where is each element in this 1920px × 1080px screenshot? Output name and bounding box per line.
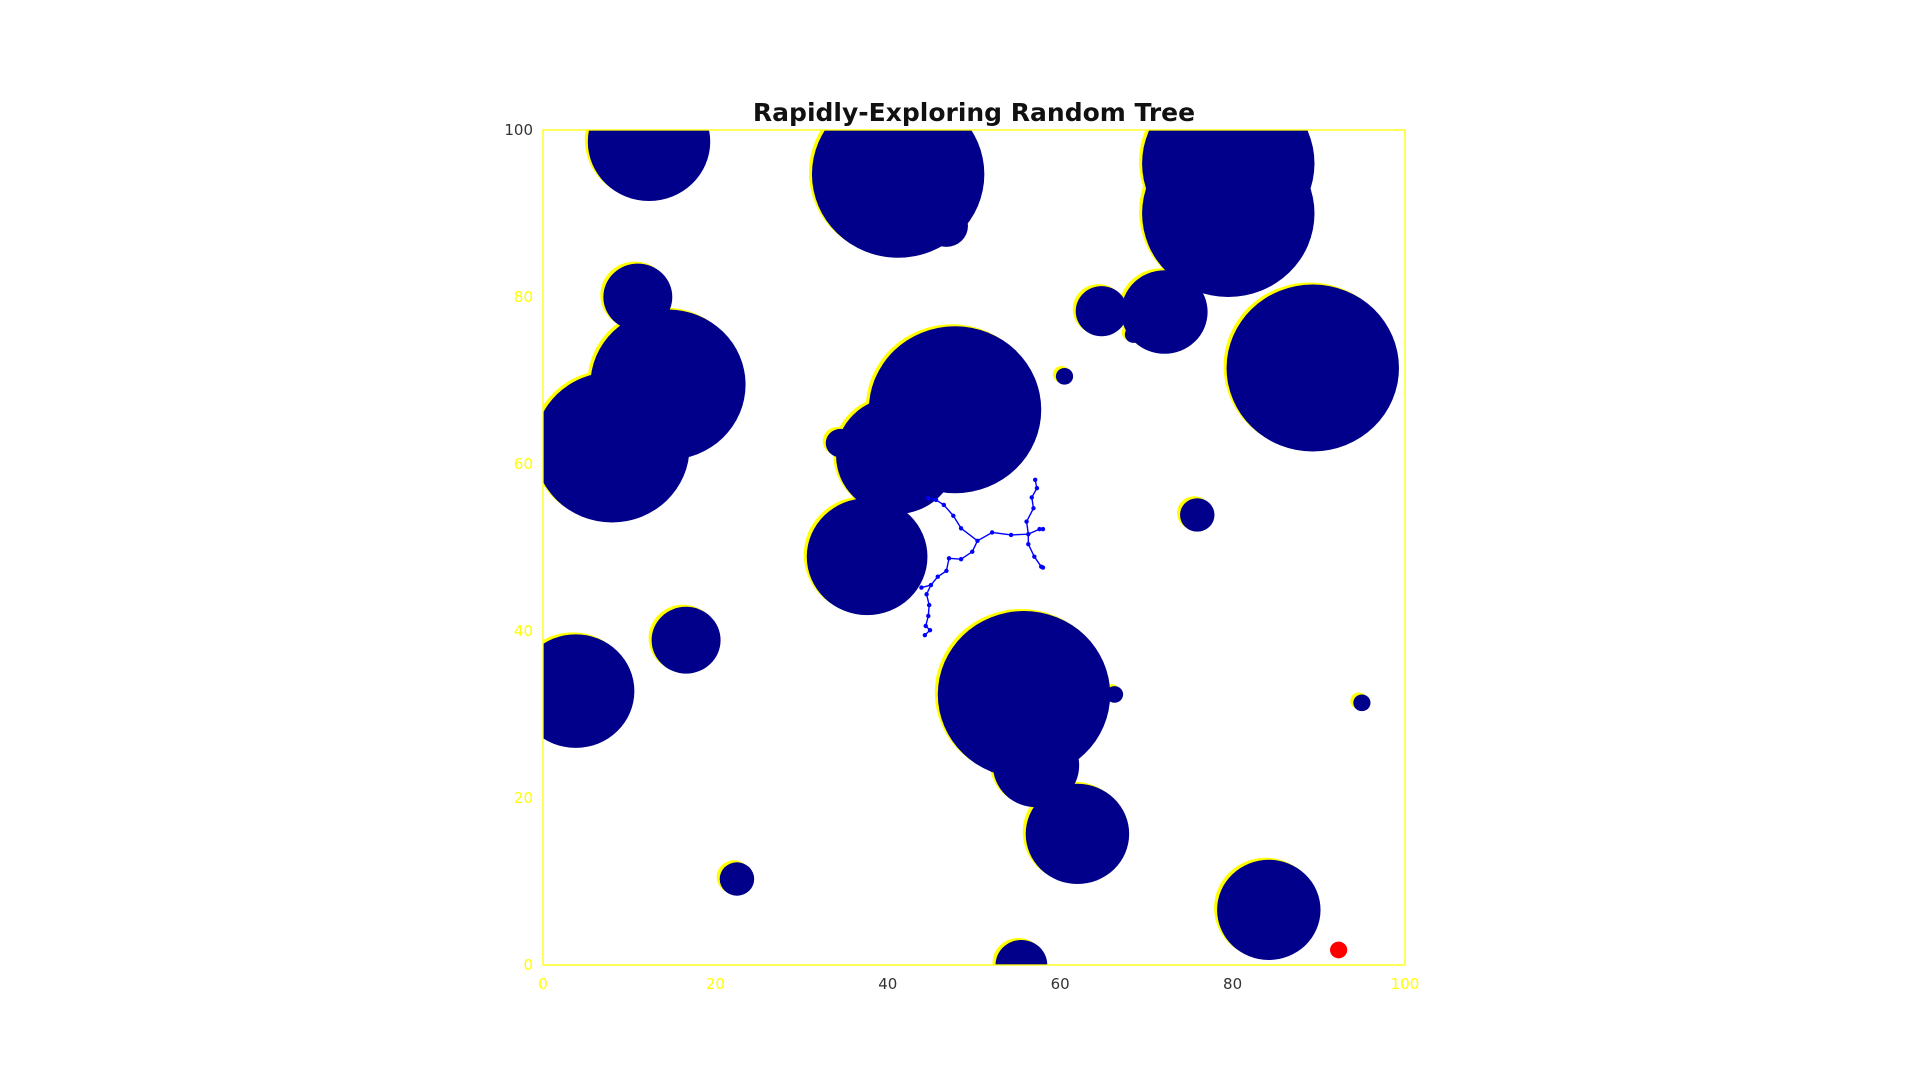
obstacle bbox=[992, 723, 1080, 808]
tree-node bbox=[970, 549, 975, 554]
tree-node bbox=[926, 602, 932, 608]
tree-edge bbox=[952, 515, 962, 529]
tree-node bbox=[927, 627, 933, 633]
x-tick-label: 80 bbox=[1223, 975, 1242, 993]
obstacle bbox=[806, 498, 928, 616]
tree-node bbox=[1037, 526, 1042, 532]
obstacle bbox=[1353, 694, 1371, 712]
tree-edge bbox=[1027, 543, 1035, 557]
tree-node bbox=[944, 568, 949, 574]
tree-node bbox=[958, 526, 964, 531]
tree-node bbox=[975, 538, 980, 544]
plot-area bbox=[543, 130, 1405, 965]
tree-edge bbox=[1025, 507, 1035, 522]
x-tick-label: 60 bbox=[1051, 975, 1070, 993]
obstacle bbox=[719, 862, 755, 896]
tree-edge bbox=[992, 531, 1012, 536]
tree-node bbox=[1031, 506, 1036, 511]
tree-edge bbox=[1011, 533, 1029, 536]
tree-node bbox=[922, 632, 928, 638]
tree-node bbox=[935, 574, 940, 579]
obstacle bbox=[651, 606, 721, 674]
obstacle bbox=[924, 205, 968, 247]
tree-edge bbox=[960, 551, 973, 560]
tree-node bbox=[1032, 554, 1037, 559]
y-tick-label: 0 bbox=[523, 956, 533, 974]
tree-node bbox=[933, 497, 939, 503]
obstacle bbox=[543, 372, 690, 523]
tree-node bbox=[951, 513, 956, 518]
tree-node bbox=[958, 556, 964, 562]
obstacle bbox=[995, 939, 1048, 965]
y-tick-label: 40 bbox=[514, 622, 533, 640]
obstacles bbox=[543, 130, 1399, 965]
goal-marker bbox=[1330, 941, 1348, 959]
tree-node bbox=[928, 582, 934, 588]
tree-node bbox=[1033, 477, 1038, 483]
tree-node bbox=[924, 592, 929, 597]
y-tick-label: 80 bbox=[514, 288, 533, 306]
obstacle bbox=[1055, 367, 1074, 385]
obstacle bbox=[543, 634, 635, 748]
y-tick-label: 20 bbox=[514, 789, 533, 807]
tree-node bbox=[1040, 565, 1046, 570]
obstacle bbox=[937, 610, 1111, 778]
tree-edge bbox=[943, 504, 954, 517]
obstacle bbox=[1025, 783, 1130, 885]
axes-frame bbox=[542, 129, 1406, 966]
tree-node bbox=[919, 585, 924, 590]
obstacle bbox=[1226, 284, 1399, 452]
obstacle bbox=[1105, 686, 1124, 703]
tree-node bbox=[1034, 486, 1040, 491]
x-tick-label: 0 bbox=[538, 975, 548, 993]
tree-node bbox=[1008, 532, 1014, 538]
y-tick-label: 60 bbox=[514, 455, 533, 473]
chart-title: Rapidly-Exploring Random Tree bbox=[753, 98, 1195, 127]
tree-node bbox=[989, 530, 995, 535]
x-tick-label: 40 bbox=[878, 975, 897, 993]
tree-node bbox=[1024, 519, 1029, 524]
x-tick-label: 100 bbox=[1391, 975, 1420, 993]
tree-node bbox=[946, 556, 952, 561]
tree-node bbox=[923, 623, 928, 629]
obstacle bbox=[1121, 270, 1208, 354]
tree-node bbox=[941, 502, 947, 508]
tree-node bbox=[1026, 541, 1031, 547]
tree-node bbox=[1040, 526, 1046, 532]
obstacle bbox=[825, 428, 856, 458]
obstacle bbox=[1075, 286, 1128, 337]
obstacle bbox=[1124, 326, 1143, 343]
tree-node bbox=[926, 496, 931, 501]
goal-layer bbox=[1330, 941, 1348, 959]
tree-edge bbox=[977, 531, 993, 542]
tree-node bbox=[1026, 531, 1031, 537]
obstacle bbox=[587, 130, 711, 201]
obstacle bbox=[1142, 130, 1315, 297]
obstacle bbox=[836, 397, 957, 515]
tree-node bbox=[1029, 495, 1034, 500]
tree-nodes bbox=[919, 477, 1046, 638]
y-axis-ticks: 0 20 40 60 80 100 bbox=[504, 121, 533, 974]
y-tick-label: 100 bbox=[504, 121, 533, 139]
tree-node bbox=[926, 613, 931, 619]
obstacle bbox=[1217, 859, 1321, 960]
x-axis-ticks: 0 20 40 60 80 100 bbox=[538, 975, 1419, 993]
x-tick-label: 20 bbox=[706, 975, 725, 993]
obstacle bbox=[1180, 498, 1215, 532]
tree-edge bbox=[960, 527, 978, 542]
